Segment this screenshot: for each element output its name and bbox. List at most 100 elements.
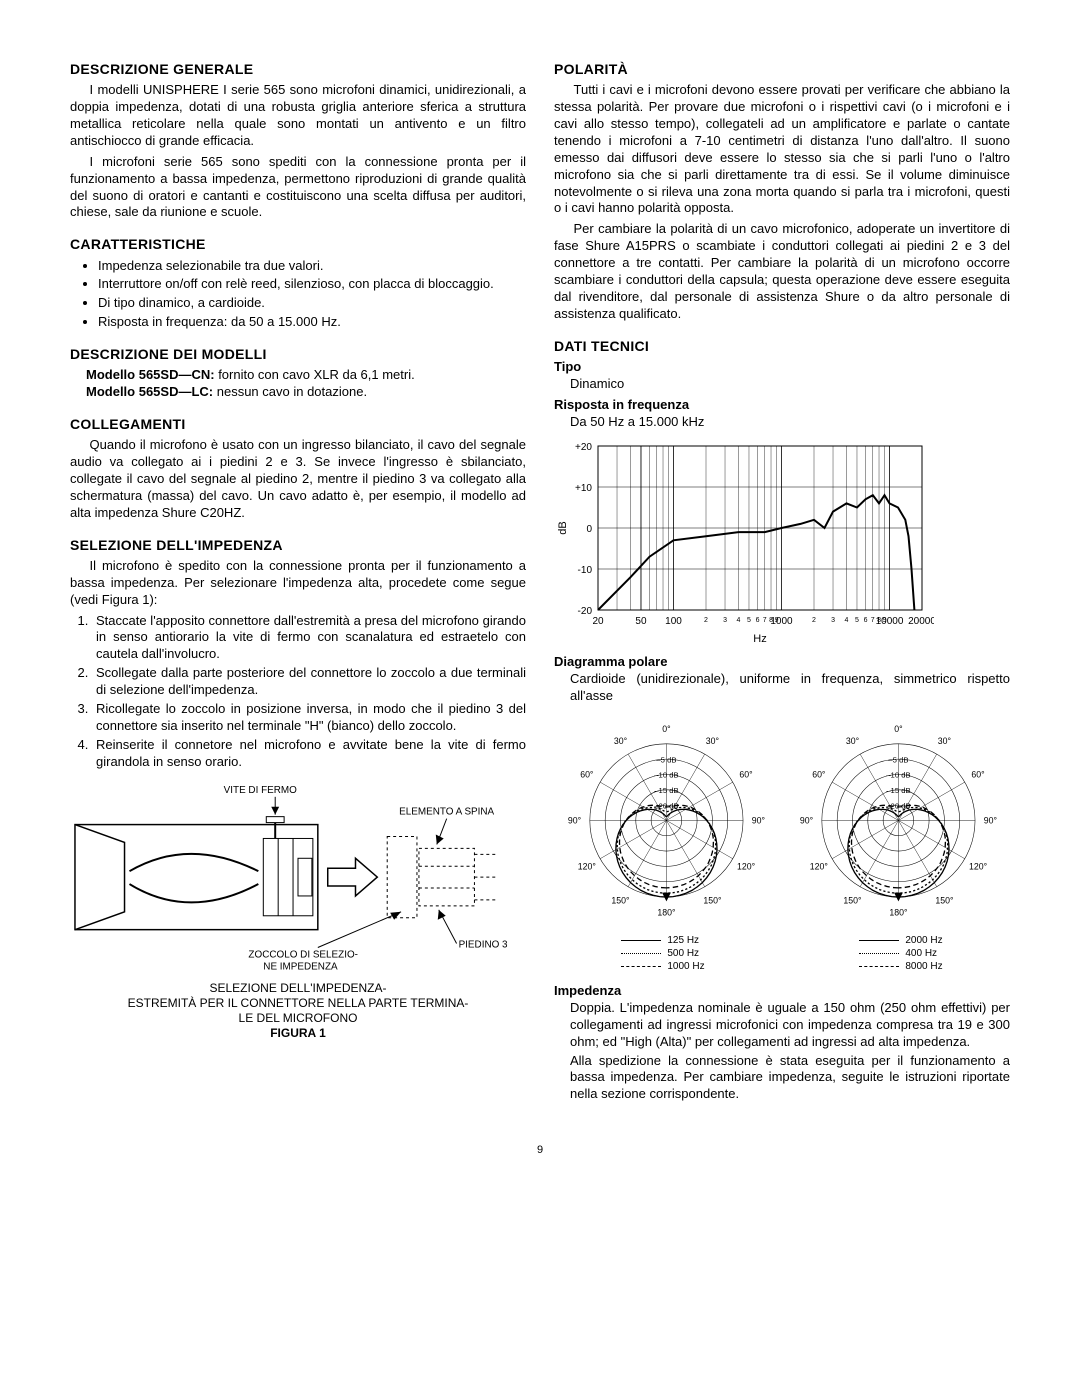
polar-right: 180°150°120°90°60°30°0°30°60°90°120°150°…	[789, 711, 1008, 930]
heading-dati-tecnici: DATI TECNICI	[554, 337, 1010, 355]
svg-text:90°: 90°	[567, 816, 580, 826]
polar-left: 180°150°120°90°60°30°0°30°60°90°120°150°…	[557, 711, 776, 930]
svg-text:150°: 150°	[703, 895, 721, 905]
svg-text:3: 3	[723, 617, 727, 624]
svg-text:9: 9	[883, 617, 887, 624]
svg-text:7: 7	[763, 617, 767, 624]
fig1-cap-3: LE DEL MICROFONO	[239, 1011, 358, 1025]
tipo-value: Dinamico	[570, 376, 1010, 393]
model-2-name: Modello 565SD—LC:	[86, 384, 213, 399]
list-item: Impedenza selezionabile tra due valori.	[98, 258, 526, 275]
svg-text:-20: -20	[578, 606, 593, 617]
figure-1: VITE DI FERMO ELEMENTO A SPINA PIEDINO 3…	[70, 777, 526, 1041]
svg-text:120°: 120°	[737, 862, 755, 872]
para-generale-2: I microfoni serie 565 sono spediti con l…	[70, 154, 526, 222]
svg-text:180°: 180°	[889, 908, 907, 918]
svg-text:5: 5	[747, 617, 751, 624]
svg-text:60°: 60°	[739, 770, 752, 780]
impedenza-p1: Doppia. L'impedenza nominale è uguale a …	[570, 1000, 1010, 1051]
svg-text:60°: 60°	[580, 770, 593, 780]
list-item: Di tipo dinamico, a cardioide.	[98, 295, 526, 312]
list-item: Staccate l'apposito connettore dall'estr…	[92, 613, 526, 664]
list-item: Scollegate dalla parte posteriore del co…	[92, 665, 526, 699]
svg-text:2: 2	[812, 617, 816, 624]
svg-text:50: 50	[635, 616, 647, 627]
svg-text:3: 3	[831, 617, 835, 624]
freq-heading: Risposta in frequenza	[554, 397, 1010, 414]
frequency-response-chart: -20-100+10+20205010010001000020000234567…	[554, 436, 1010, 646]
svg-text:0: 0	[586, 524, 592, 535]
svg-text:-10: -10	[578, 565, 593, 576]
tipo-heading: Tipo	[554, 359, 1010, 376]
heading-descrizione-generale: DESCRIZIONE GENERALE	[70, 60, 526, 78]
polar-diagrams: 180° 150° 120° 90° 60° 30° 0° 30° 60° 90° 120° 150°…	[554, 711, 1010, 930]
label-zoccolo-1: ZOCCOLO DI SELEZIO-	[248, 949, 358, 960]
list-item: Risposta in frequenza: da 50 a 15.000 Hz…	[98, 314, 526, 331]
list-item: Interruttore on/off con relè reed, silen…	[98, 276, 526, 293]
svg-text:150°: 150°	[611, 895, 629, 905]
model-1-name: Modello 565SD—CN:	[86, 367, 215, 382]
svg-text:+10: +10	[575, 483, 592, 494]
impedenza-p2: Alla spedizione la connessione è stata e…	[570, 1053, 1010, 1104]
list-item: Ricollegate lo zoccolo in posizione inve…	[92, 701, 526, 735]
svg-text:90°: 90°	[983, 816, 996, 826]
label-zoccolo-2: NE IMPEDENZA	[263, 961, 338, 972]
svg-text:30°: 30°	[937, 736, 950, 746]
label-elemento: ELEMENTO A SPINA	[399, 806, 494, 817]
freq-value: Da 50 Hz a 15.000 kHz	[570, 414, 1010, 431]
svg-text:6: 6	[756, 617, 760, 624]
svg-text:–10 dB: –10 dB	[654, 771, 678, 780]
fig1-cap-2: ESTREMITÀ PER IL CONNETTORE NELLA PARTE …	[128, 996, 469, 1010]
caratteristiche-list: Impedenza selezionabile tra due valori. …	[98, 258, 526, 332]
heading-modelli: DESCRIZIONE DEI MODELLI	[70, 345, 526, 363]
polar-heading: Diagramma polare	[554, 654, 1010, 671]
svg-text:–5 dB: –5 dB	[656, 756, 676, 765]
svg-text:100: 100	[665, 616, 682, 627]
svg-text:9: 9	[775, 617, 779, 624]
svg-text:–15 dB: –15 dB	[886, 786, 910, 795]
svg-text:4: 4	[845, 617, 849, 624]
svg-text:+20: +20	[575, 442, 592, 453]
svg-text:120°: 120°	[577, 862, 595, 872]
svg-text:20: 20	[592, 616, 604, 627]
impedenza-steps: Staccate l'apposito connettore dall'estr…	[92, 613, 526, 771]
svg-text:150°: 150°	[843, 895, 861, 905]
page-number: 9	[70, 1143, 1010, 1157]
heading-polarita: POLARITÀ	[554, 60, 1010, 78]
para-polarita-2: Per cambiare la polarità di un cavo micr…	[554, 221, 1010, 322]
right-column: POLARITÀ Tutti i cavi e i microfoni devo…	[554, 60, 1010, 1103]
svg-text:90°: 90°	[799, 816, 812, 826]
svg-text:120°: 120°	[969, 862, 987, 872]
svg-text:7: 7	[871, 617, 875, 624]
svg-text:8: 8	[877, 617, 881, 624]
model-1-text: fornito con cavo XLR da 6,1 metri.	[215, 367, 415, 382]
svg-text:4: 4	[737, 617, 741, 624]
svg-text:8: 8	[769, 617, 773, 624]
polar-legends: 125 Hz500 Hz1000 Hz 2000 Hz400 Hz8000 Hz	[554, 934, 1010, 973]
svg-text:60°: 60°	[971, 770, 984, 780]
model-2-text: nessun cavo in dotazione.	[213, 384, 367, 399]
para-polarita-1: Tutti i cavi e i microfoni devono essere…	[554, 82, 1010, 217]
two-column-layout: DESCRIZIONE GENERALE I modelli UNISPHERE…	[70, 60, 1010, 1103]
figure-1-caption: SELEZIONE DELL'IMPEDENZA- ESTREMITÀ PER …	[70, 981, 526, 1041]
svg-text:0°: 0°	[894, 724, 902, 734]
svg-text:6: 6	[864, 617, 868, 624]
label-piedino: PIEDINO 3	[459, 939, 508, 950]
heading-caratteristiche: CARATTERISTICHE	[70, 235, 526, 253]
svg-text:–10 dB: –10 dB	[886, 771, 910, 780]
para-selezione-impedenza: Il microfono è spedito con la connession…	[70, 558, 526, 609]
svg-text:60°: 60°	[812, 770, 825, 780]
impedenza-heading: Impedenza	[554, 983, 1010, 1000]
svg-text:30°: 30°	[705, 736, 718, 746]
svg-text:–5 dB: –5 dB	[888, 756, 908, 765]
svg-text:30°: 30°	[845, 736, 858, 746]
svg-text:5: 5	[855, 617, 859, 624]
svg-text:180°: 180°	[657, 908, 675, 918]
svg-text:120°: 120°	[809, 862, 827, 872]
fig1-cap-1: SELEZIONE DELL'IMPEDENZA-	[210, 981, 387, 995]
svg-text:20000: 20000	[908, 616, 934, 627]
heading-selezione-impedenza: SELEZIONE DELL'IMPEDENZA	[70, 536, 526, 554]
heading-collegamenti: COLLEGAMENTI	[70, 415, 526, 433]
svg-text:90°: 90°	[751, 816, 764, 826]
polar-text: Cardioide (unidirezionale), uniforme in …	[570, 671, 1010, 705]
